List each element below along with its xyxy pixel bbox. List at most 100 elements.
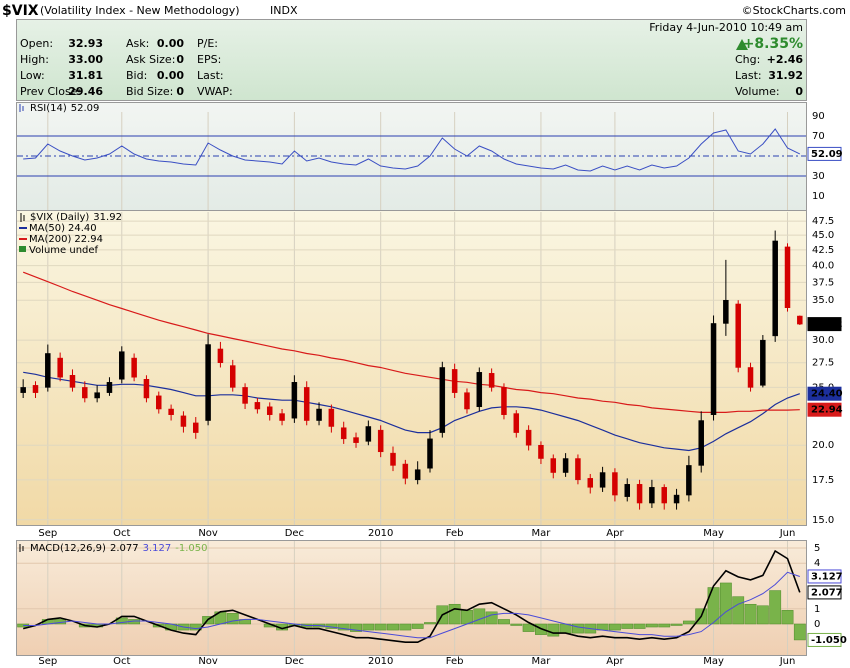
y-tick-label: 30.0 — [812, 335, 834, 346]
candle-body — [168, 408, 174, 415]
candle-body — [538, 444, 544, 459]
quote-label: Open: — [20, 37, 53, 50]
histogram-bar — [473, 608, 486, 625]
y-tick-label: 17.5 — [812, 475, 834, 486]
candle-body — [710, 323, 717, 415]
candle-body — [661, 487, 667, 504]
x-tick-label: Oct — [113, 656, 130, 667]
quote-date: Friday 4-Jun-2010 10:49 am — [649, 21, 803, 34]
y-tick-label: 90 — [812, 111, 825, 122]
candle-body — [390, 452, 396, 466]
x-tick-label: May — [703, 656, 724, 667]
quote-label: Last: — [197, 69, 224, 82]
x-tick-label: Jun — [779, 528, 796, 539]
histogram-bar — [498, 619, 510, 625]
candle-body — [464, 392, 470, 410]
histogram-bar — [609, 623, 621, 631]
histogram-bar — [399, 623, 412, 631]
y-tick-label: 30 — [812, 171, 825, 182]
value-box-label: 52.09 — [811, 149, 843, 160]
histogram-bar — [781, 610, 794, 625]
candle-body — [525, 429, 532, 446]
y-tick-label: 47.5 — [812, 216, 834, 227]
candle-body — [119, 351, 125, 380]
candle-body — [488, 373, 495, 388]
quote-label: P/E: — [197, 37, 218, 50]
value-box-label: 31.92 — [811, 319, 843, 330]
histogram-bar — [769, 590, 782, 625]
candle-body — [279, 413, 285, 421]
macd-line — [23, 571, 800, 639]
macd-line — [23, 549, 801, 643]
candle-body — [193, 422, 199, 433]
x-tick-label: Jun — [779, 656, 796, 667]
y-tick-label: 0 — [814, 619, 820, 630]
x-tick-label: Feb — [446, 656, 464, 667]
legend-title: RSI(14) — [30, 103, 67, 114]
candle-body — [612, 472, 618, 496]
legend-value: -1.050 — [175, 543, 207, 554]
value-box-label: 22.94 — [811, 405, 843, 416]
legend-value: 3.127 — [143, 543, 172, 554]
quote-label: VWAP: — [197, 85, 233, 98]
x-tick-label: Nov — [198, 528, 218, 539]
histogram-bar — [226, 613, 239, 625]
x-tick-label: Mar — [532, 656, 552, 667]
x-tick-label: Sep — [38, 656, 57, 667]
value-box — [807, 386, 842, 401]
candle-body — [106, 382, 113, 393]
histogram-bar — [337, 623, 350, 631]
legend-swatch — [19, 246, 26, 252]
candle-body — [599, 472, 606, 488]
legend-name: MA(50) — [29, 223, 65, 234]
candle-body — [180, 415, 187, 427]
legend-name: MA(200) — [29, 234, 71, 245]
candle-body — [353, 437, 359, 443]
moving-average — [23, 371, 800, 452]
quote-label: Prev Close: — [20, 85, 81, 98]
legend-icon — [19, 544, 24, 552]
y-tick-label: 35.0 — [812, 295, 834, 306]
candle-body — [131, 357, 137, 378]
y-tick-label: 37.5 — [812, 277, 834, 288]
histogram-bar — [670, 623, 683, 626]
x-tick-label: Oct — [113, 528, 130, 539]
quote-value: 0 — [176, 53, 184, 66]
histogram-bar — [374, 623, 387, 631]
value-box — [807, 317, 842, 332]
candle-body — [32, 385, 39, 393]
quote-label: High: — [20, 53, 49, 66]
x-tick-label: Feb — [446, 528, 464, 539]
candle-body — [217, 348, 224, 363]
x-tick-label: Dec — [285, 528, 304, 539]
candle-body — [82, 387, 88, 399]
candle-body — [550, 458, 557, 473]
histogram-bar — [621, 623, 634, 629]
x-tick-label: Nov — [198, 656, 218, 667]
histogram-bar — [572, 623, 584, 634]
histogram-bar — [424, 622, 436, 625]
copyright: ©StockCharts.com — [742, 4, 846, 17]
quote-label: Ask: — [126, 37, 149, 50]
legend-text: MA(200) 22.94 — [29, 234, 103, 245]
histogram-bar — [682, 620, 695, 625]
histogram-bar — [350, 623, 362, 632]
legend-text: MACD(12,26,9) 2.077 3.127 -1.050 — [30, 543, 207, 554]
legend-value: 52.09 — [71, 103, 100, 114]
histogram-bar — [510, 623, 523, 626]
x-tick-label: Dec — [285, 656, 304, 667]
plot-layer: Open: 32.93 High: 33.00 Low: 31.81 Prev Close:… — [17, 37, 847, 667]
candle-body — [698, 420, 704, 466]
y-tick-label: 70 — [812, 131, 825, 142]
histogram-bar — [658, 623, 671, 628]
legend-text: MA(50) 24.40 — [29, 223, 97, 234]
histogram-bar — [411, 623, 424, 629]
quote-value: 0.00 — [157, 37, 184, 50]
candle-body — [735, 303, 741, 368]
candle-body — [624, 484, 630, 497]
legend-name: $VIX (Daily) — [30, 212, 89, 223]
histogram-bar — [547, 623, 560, 637]
price-panel — [16, 210, 807, 526]
quote-label: Chg: — [735, 53, 760, 66]
